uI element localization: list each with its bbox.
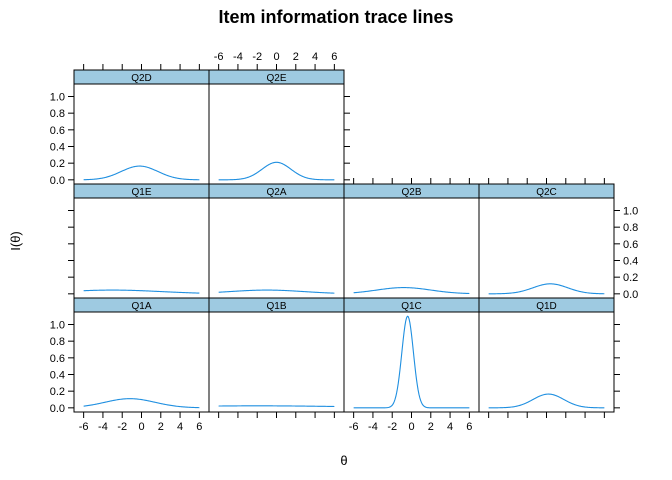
y-tick-label: 0.0 xyxy=(623,289,638,301)
x-tick-label: -2 xyxy=(117,421,127,433)
x-tick-label: 6 xyxy=(466,421,472,433)
y-tick-label: 0.4 xyxy=(623,256,638,268)
x-tick-label: -2 xyxy=(387,421,397,433)
x-tick-label: 0 xyxy=(408,421,414,433)
panel-frame xyxy=(208,83,345,185)
strip-label-q2d: Q2D xyxy=(131,73,152,84)
info-curve-q2b xyxy=(353,287,470,295)
strip-label-q1c: Q1C xyxy=(401,301,422,312)
y-tick-label: 0.8 xyxy=(623,222,638,234)
strip-label-q2b: Q2B xyxy=(401,187,421,198)
y-tick-label: 1.0 xyxy=(50,320,65,332)
y-tick-label: 1.0 xyxy=(50,92,65,104)
x-tick-label: -6 xyxy=(349,421,359,433)
y-tick-label: 0.6 xyxy=(50,125,65,137)
panel-frame xyxy=(208,311,345,413)
chart-title: Item information trace lines xyxy=(218,7,453,27)
info-curve-q1e xyxy=(83,289,200,294)
y-tick-label: 0.4 xyxy=(50,370,65,382)
info-curve-q1a xyxy=(83,398,200,409)
y-tick-label: 0.2 xyxy=(623,272,638,284)
panel-frame xyxy=(73,311,210,413)
panel-q1b: Q1B xyxy=(208,297,345,418)
x-tick-label: 6 xyxy=(331,51,337,63)
panel-q2e: Q2E -6 -4 -2 0 2 4 6 xyxy=(208,51,350,185)
y-axis-label: I(θ) xyxy=(8,231,23,251)
panel-q1d: Q1D xyxy=(478,297,620,418)
x-tick-label: 0 xyxy=(273,51,279,63)
strip-label-q1d: Q1D xyxy=(536,301,557,312)
x-tick-label: 4 xyxy=(177,421,183,433)
y-tick-label: 0.4 xyxy=(50,142,65,154)
panel-frame xyxy=(73,197,210,299)
y-tick-label: 0.6 xyxy=(623,239,638,251)
y-tick-label: 0.6 xyxy=(50,353,65,365)
x-tick-label: 2 xyxy=(428,421,434,433)
x-tick-label: 4 xyxy=(312,51,318,63)
strip-label-q2e: Q2E xyxy=(266,73,286,84)
strip-label-q1b: Q1B xyxy=(266,301,286,312)
info-curve-q1b xyxy=(218,405,335,408)
x-axis-label: θ xyxy=(340,453,347,468)
x-tick-label: 2 xyxy=(158,421,164,433)
strip-label-q1e: Q1E xyxy=(131,187,151,198)
x-tick-label: -2 xyxy=(252,51,262,63)
x-tick-label: -6 xyxy=(214,51,224,63)
panel-frame xyxy=(478,197,615,299)
info-curve-q2c xyxy=(488,283,605,295)
y-tick-label: 0.0 xyxy=(50,175,65,187)
panel-q2d: Q2D 0.0 0.2 0.4 0.6 0.8 1.0 xyxy=(50,64,210,187)
y-tick-label: 0.2 xyxy=(50,386,65,398)
strip-label-q1a: Q1A xyxy=(131,301,151,312)
y-tick-label: 0.0 xyxy=(50,403,65,415)
x-tick-label: 6 xyxy=(196,421,202,433)
panel-q2c: Q2C 0.0 0.2 0.4 0.6 0.8 1.0 xyxy=(478,178,638,301)
info-curve-q2d xyxy=(83,165,200,181)
panel-frame xyxy=(343,311,480,413)
x-tick-label: -6 xyxy=(79,421,89,433)
info-curve-q1d xyxy=(488,393,605,409)
y-tick-label: 0.2 xyxy=(50,158,65,170)
strip-label-q2a: Q2A xyxy=(266,187,286,198)
x-tick-label: 4 xyxy=(447,421,453,433)
panel-q1e: Q1E xyxy=(68,183,210,299)
info-curve-q2e xyxy=(218,161,335,181)
panel-frame xyxy=(343,197,480,299)
y-tick-label: 0.8 xyxy=(50,336,65,348)
info-curve-q1c xyxy=(353,315,470,409)
y-tick-label: 1.0 xyxy=(623,206,638,218)
x-tick-label: 0 xyxy=(138,421,144,433)
panel-frame xyxy=(478,311,615,413)
panel-q1c: Q1C -6 -4 -2 0 2 4 6 xyxy=(343,297,480,433)
info-curve-q2a xyxy=(218,289,335,294)
panel-q1a: Q1A -6 -4 -2 0 2 4 6 0.0 0.2 0.4 0.6 0.8 1.0 xyxy=(50,297,210,433)
panel-q2b: Q2B xyxy=(343,178,480,299)
x-tick-label: -4 xyxy=(233,51,243,63)
strip-label-q2c: Q2C xyxy=(536,187,557,198)
panel-frame xyxy=(208,197,345,299)
x-tick-label: 2 xyxy=(293,51,299,63)
y-tick-label: 0.8 xyxy=(50,108,65,120)
x-tick-label: -4 xyxy=(98,421,108,433)
panel-q2a: Q2A xyxy=(208,183,345,299)
x-tick-label: -4 xyxy=(368,421,378,433)
panel-frame xyxy=(73,83,210,185)
